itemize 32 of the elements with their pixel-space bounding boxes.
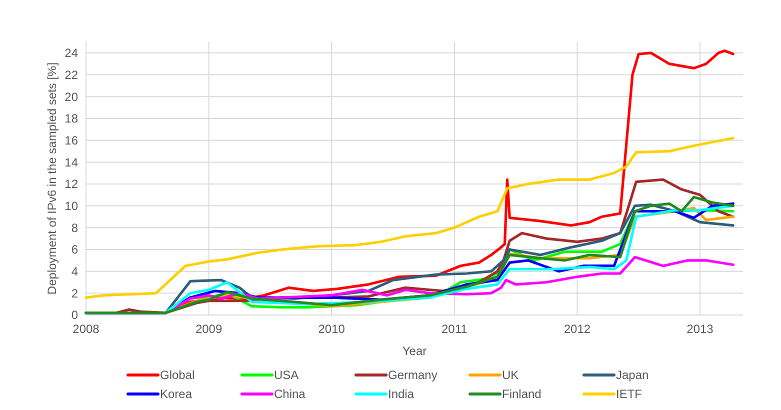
legend-label: Germany [388, 368, 438, 382]
legend-label: IETF [616, 387, 642, 402]
x-tick-label: 2009 [195, 322, 222, 336]
y-tick-label: 4 [71, 264, 78, 279]
y-tick-label: 12 [64, 177, 78, 192]
legend-label: USA [274, 368, 299, 382]
legend-label: China [274, 387, 306, 402]
y-tick-label: 2 [71, 286, 78, 300]
y-tick-label: 8 [71, 220, 78, 235]
y-tick-label: 22 [64, 68, 78, 82]
y-tick-label: 16 [64, 133, 78, 148]
line-series [84, 136, 734, 299]
y-axis-title: Deployment of IPv6 in the sampled sets [%] [45, 62, 59, 295]
legend-label: India [388, 387, 414, 402]
legend-label: Japan [616, 368, 649, 382]
y-tick-label: 10 [64, 199, 78, 213]
x-tick-label: 2013 [686, 322, 714, 336]
y-tick-label: 6 [71, 242, 78, 257]
x-tick-label: 2011 [442, 322, 468, 336]
y-tick-label: 20 [64, 90, 78, 104]
x-tick-label: 2012 [564, 322, 591, 336]
x-tick-label: 2010 [318, 322, 346, 336]
legend-label: Korea [160, 387, 192, 402]
legend-label: UK [502, 368, 519, 382]
y-tick-label: 14 [64, 155, 78, 170]
legend-label: Finland [502, 387, 542, 402]
y-tick-label: 24 [64, 46, 78, 60]
y-tick-label: 18 [64, 112, 78, 126]
legend-label: Global [160, 368, 195, 382]
x-tick-label: 2008 [72, 322, 100, 336]
y-tick-label: 0 [71, 308, 78, 322]
x-axis-title: Year [402, 344, 427, 358]
